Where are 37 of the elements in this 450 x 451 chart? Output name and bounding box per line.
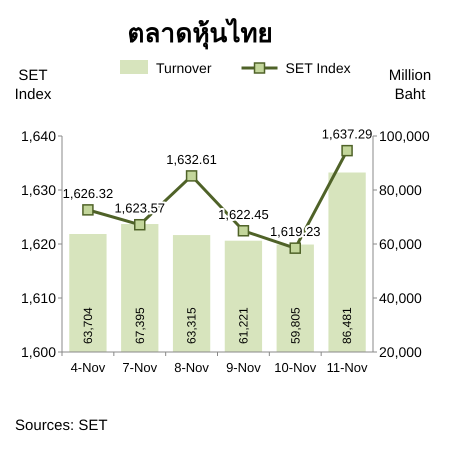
- data-label: 86,481: [340, 306, 354, 344]
- chart-title: ตลาดหุ้นไทย: [128, 17, 272, 50]
- data-label: 67,395: [132, 306, 147, 344]
- y-tick-label: 1,600: [20, 344, 56, 360]
- y2-tick-label: 100,000: [379, 128, 430, 144]
- data-label: 1,637.29: [322, 126, 372, 142]
- data-label: 1,626.32: [62, 186, 114, 201]
- data-label: 63,315: [184, 306, 199, 344]
- point: [82, 204, 94, 216]
- y-tick-label: 1,620: [20, 236, 56, 252]
- point: [134, 218, 146, 230]
- y-tick-label: 1,640: [20, 128, 56, 144]
- x-tick-label: 8-Nov: [174, 360, 210, 375]
- legend-label: Turnover: [156, 60, 212, 76]
- y2-tick-label: 80,000: [379, 182, 422, 198]
- x-tick-label: 9-Nov: [226, 360, 262, 375]
- y-tick-label: 1,610: [20, 290, 56, 306]
- x-tick-label: 4-Nov: [70, 360, 106, 375]
- point: [238, 225, 250, 237]
- legend-label: SET Index: [286, 60, 351, 76]
- x-tick-label: 7-Nov: [122, 360, 158, 375]
- data-label: 1,632.61: [166, 152, 217, 167]
- data-label: 61,221: [236, 306, 250, 344]
- y-axis-title: SET Index: [14, 67, 52, 103]
- y-tick-label: 1,630: [20, 182, 56, 198]
- point: [341, 144, 353, 156]
- point: [186, 170, 198, 182]
- y2-tick-label: 20,000: [379, 344, 422, 360]
- y2-tick-label: 60,000: [379, 236, 422, 252]
- x-tick-label: 10-Nov: [274, 360, 317, 375]
- data-label: 59,805: [288, 306, 302, 344]
- point: [290, 242, 301, 254]
- y2-axis-title: Million Baht: [388, 67, 432, 103]
- x-tick-label: 11-Nov: [326, 360, 368, 375]
- y2-tick-label: 40,000: [379, 290, 422, 306]
- source-note: Sources: SET: [15, 417, 108, 434]
- data-label: 63,704: [80, 306, 95, 344]
